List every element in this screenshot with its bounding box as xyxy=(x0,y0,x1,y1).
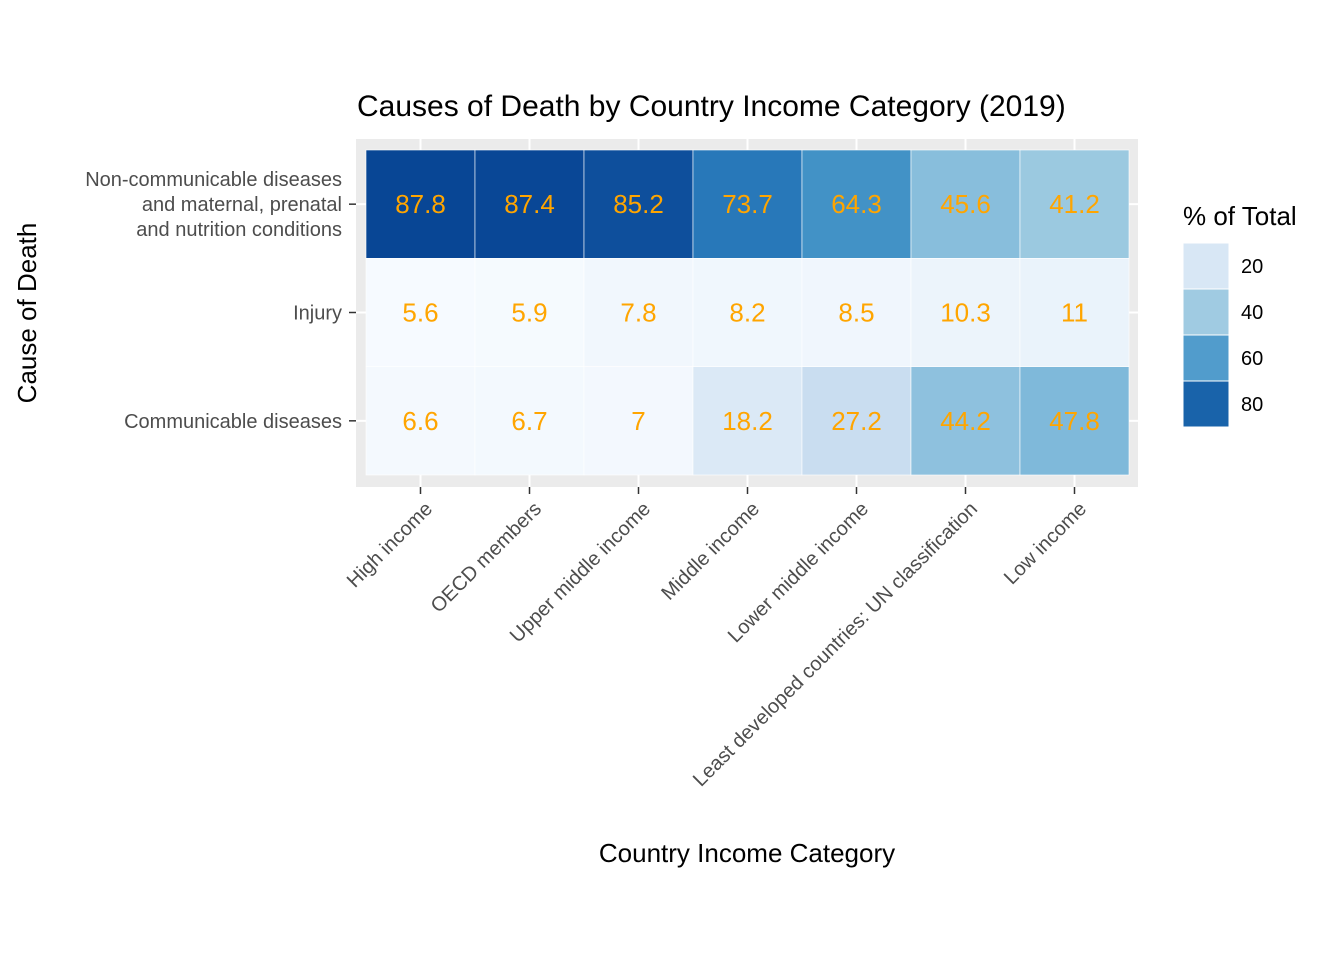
cell-value-label: 8.2 xyxy=(729,297,765,327)
heatmap-cell xyxy=(910,258,1021,367)
legend-label: 40 xyxy=(1241,302,1263,324)
heatmap-cell xyxy=(910,366,1021,476)
cell-value-label: 11 xyxy=(1061,297,1088,327)
legend-key xyxy=(1182,288,1230,336)
y-tick-label: Injury xyxy=(293,302,342,324)
heatmap-cell xyxy=(365,149,476,259)
legend-title: % of Total xyxy=(1183,201,1297,231)
heatmap-cell xyxy=(1019,149,1130,259)
heatmap-cell xyxy=(692,258,803,367)
chart-title: Causes of Death by Country Income Catego… xyxy=(357,90,1066,123)
legend-key xyxy=(1182,242,1230,290)
cell-value-label: 45.6 xyxy=(940,189,991,219)
heatmap-cell xyxy=(1019,258,1130,367)
cell-value-label: 7.8 xyxy=(620,297,656,327)
cell-value-label: 85.2 xyxy=(613,189,664,219)
y-tick-label: Non-communicable diseases and maternal, p… xyxy=(85,169,342,241)
heatmap-cell xyxy=(583,366,694,476)
legend-label: 20 xyxy=(1241,256,1263,278)
legend-label: 60 xyxy=(1241,348,1263,370)
legend-key xyxy=(1182,380,1230,428)
cell-value-label: 5.6 xyxy=(402,297,438,327)
heatmap-cell xyxy=(801,258,912,367)
heatmap-cell xyxy=(910,149,1021,259)
heatmap-cell xyxy=(692,149,803,259)
heatmap-cell xyxy=(583,258,694,367)
y-tick-label-line: and maternal, prenatal xyxy=(142,194,342,216)
y-tick-label: Communicable diseases xyxy=(124,411,342,433)
legend-keys: 20 40 60 80 xyxy=(1182,242,1263,428)
y-tick-label-line: and nutrition conditions xyxy=(136,219,342,241)
y-axis: Non-communicable diseases and maternal, p… xyxy=(85,169,356,433)
legend-key xyxy=(1182,334,1230,382)
cell-value-label: 87.4 xyxy=(504,189,555,219)
cell-value-label: 8.5 xyxy=(838,297,874,327)
heatmap-cells xyxy=(365,149,1130,476)
cell-value-label: 87.8 xyxy=(395,189,446,219)
heatmap-cell xyxy=(801,366,912,476)
legend: % of Total 20 40 60 80 xyxy=(1182,201,1297,428)
cell-value-label: 47.8 xyxy=(1049,406,1100,436)
cell-value-label: 5.9 xyxy=(511,297,547,327)
cell-value-label: 64.3 xyxy=(831,189,882,219)
cell-value-label: 7 xyxy=(631,406,645,436)
cell-value-label: 18.2 xyxy=(722,406,773,436)
cell-value-label: 44.2 xyxy=(940,406,991,436)
y-tick-label-line: Non-communicable diseases xyxy=(85,169,342,191)
cell-value-label: 41.2 xyxy=(1049,189,1100,219)
cell-value-labels: 87.8 87.4 85.2 73.7 64.3 45.6 41.2 5.6 5.9 7.8 8.2… xyxy=(395,189,1100,436)
legend-label: 80 xyxy=(1241,394,1263,416)
cell-value-label: 10.3 xyxy=(940,297,991,327)
cell-value-label: 6.7 xyxy=(511,406,547,436)
heatmap-cell xyxy=(365,366,476,476)
y-tick-label-line: Communicable diseases xyxy=(124,411,342,433)
heatmap-cell xyxy=(583,149,694,259)
heatmap-cell xyxy=(1019,366,1130,476)
cell-value-label: 6.6 xyxy=(402,406,438,436)
y-axis-title: Cause of Death xyxy=(12,223,42,404)
heatmap-cell xyxy=(692,366,803,476)
cell-value-label: 27.2 xyxy=(831,406,882,436)
x-axis-title: Country Income Category xyxy=(599,838,895,868)
cell-value-label: 73.7 xyxy=(722,189,773,219)
heatmap-cell xyxy=(801,149,912,259)
y-tick-label-line: Injury xyxy=(293,302,342,324)
heatmap-cell xyxy=(474,258,585,367)
heatmap-cell xyxy=(474,366,585,476)
